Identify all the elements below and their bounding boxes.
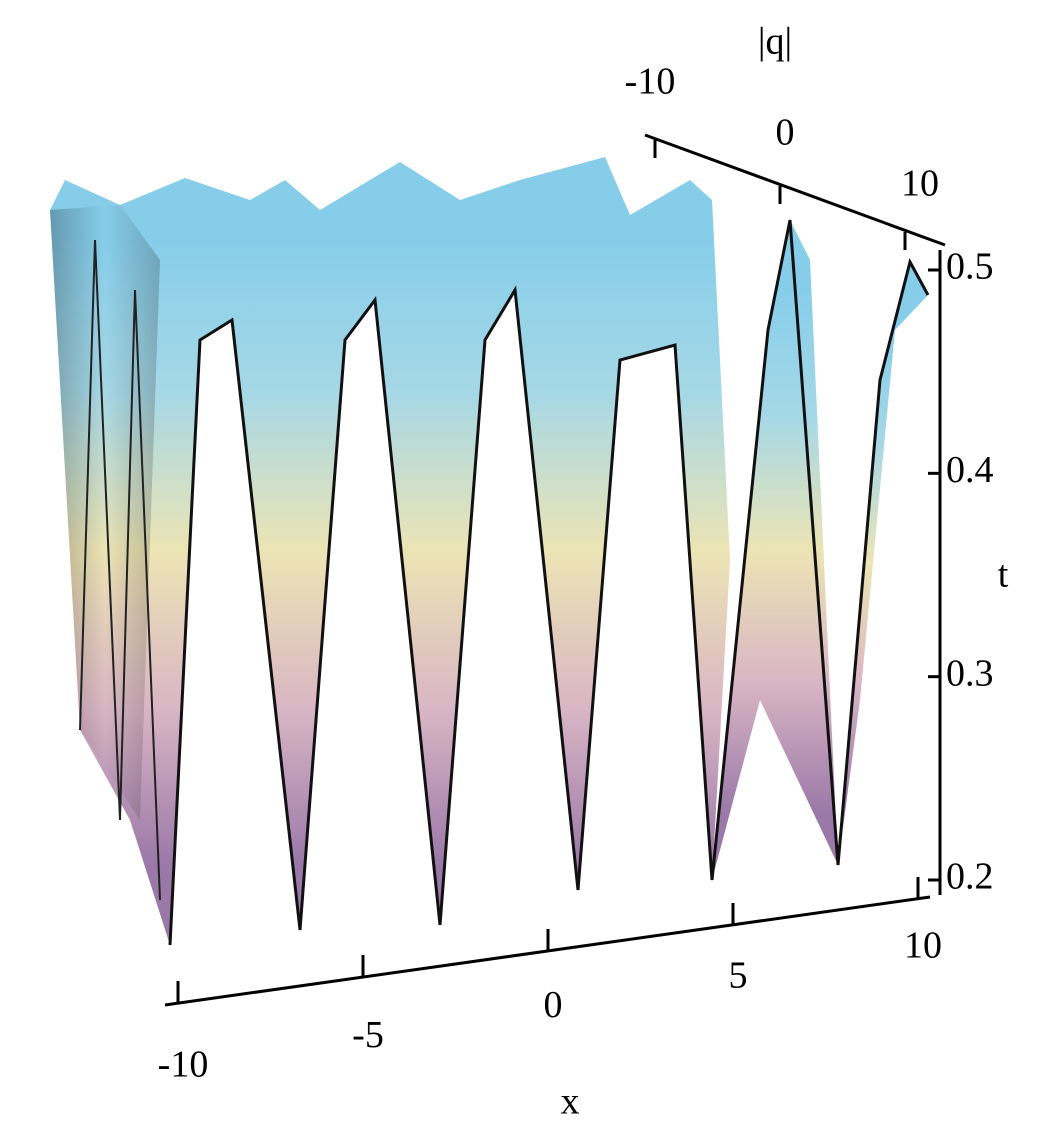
q-tick-label: -10 xyxy=(625,61,676,103)
q-tick-label: 0 xyxy=(776,112,795,154)
x-axis-label: x xyxy=(561,1081,580,1123)
t-tick-label: 0.2 xyxy=(946,856,994,898)
q-tick-label: 10 xyxy=(901,163,939,205)
t-tick-label: 0.4 xyxy=(946,449,994,491)
q-axis xyxy=(644,133,946,247)
x-tick-label: 5 xyxy=(729,954,748,996)
t-axis-label: t xyxy=(998,554,1009,596)
t-tick-label: 0.3 xyxy=(946,652,994,694)
surface xyxy=(50,157,930,946)
x-tick-label: -10 xyxy=(158,1044,209,1086)
x-tick-label: -5 xyxy=(352,1014,384,1056)
t-tick-label: 0.5 xyxy=(946,246,994,288)
q-axis-label: |q| xyxy=(758,21,792,63)
x-tick-label: 0 xyxy=(544,984,563,1026)
x-tick-label: 10 xyxy=(904,925,942,967)
